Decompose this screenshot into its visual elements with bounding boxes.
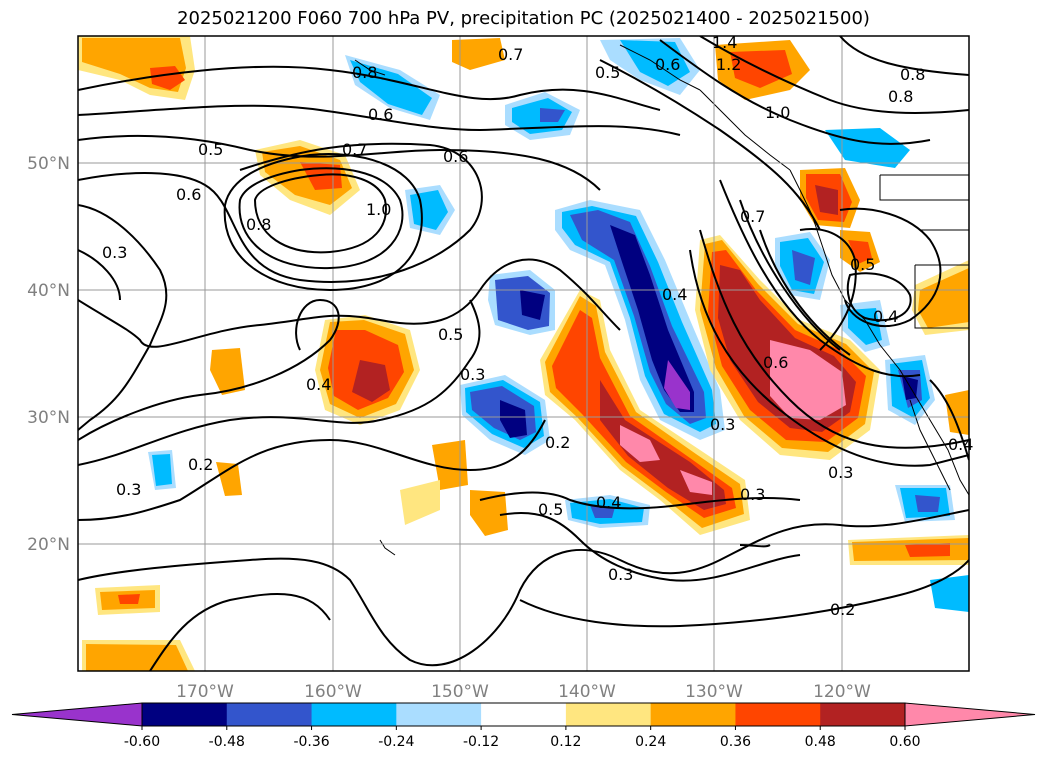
contour-label: 0.2 — [188, 455, 213, 474]
colorbar-swatch — [396, 703, 482, 726]
contour-label: 0.4 — [306, 375, 331, 394]
contour-label: 0.4 — [873, 307, 898, 326]
contour-label: 0.3 — [710, 415, 735, 434]
contour-label: 0.4 — [596, 493, 621, 512]
contour-label: 0.2 — [830, 600, 855, 619]
colorbar-swatch — [650, 703, 736, 726]
contour-label: 0.3 — [460, 365, 485, 384]
contour-label: 0.8 — [246, 215, 271, 234]
lon-tick-label: 160°W — [304, 682, 362, 702]
contour-label: 1.0 — [765, 103, 790, 122]
lat-tick-label: 30°N — [27, 408, 70, 428]
colorbar-swatch — [735, 703, 821, 726]
contour-label: 0.5 — [850, 255, 875, 274]
lat-tick-label: 40°N — [27, 281, 70, 301]
contour-label: 0.7 — [498, 45, 523, 64]
lon-tick-label: 130°W — [685, 682, 743, 702]
colorbar-swatch — [820, 703, 906, 726]
map-title: 2025021200 F060 700 hPa PV, precipitatio… — [177, 8, 870, 29]
contour-label: 0.2 — [545, 433, 570, 452]
lat-tick-label: 20°N — [27, 535, 70, 555]
contour-label: 0.6 — [176, 185, 201, 204]
lon-tick-label: 170°W — [176, 682, 234, 702]
lon-tick-label: 150°W — [431, 682, 489, 702]
colorbar-swatch — [226, 703, 313, 726]
contour-label: 1.0 — [366, 200, 391, 219]
contour-label: 0.8 — [352, 63, 377, 82]
colorbar-extend-low — [11, 702, 143, 727]
contour-label: 1.2 — [716, 55, 741, 74]
contour-label: 0.8 — [888, 87, 913, 106]
contour-label: 1.4 — [712, 33, 737, 52]
contour-label: 0.3 — [740, 485, 765, 504]
contour-label: 0.6 — [443, 147, 468, 166]
colorbar-swatch — [481, 703, 567, 726]
contour-label: 0.6 — [368, 105, 393, 124]
contour-label: 0.7 — [740, 207, 765, 226]
colorbar-tick-label: 0.48 — [805, 734, 836, 750]
colorbar-tick-label: -0.24 — [378, 734, 414, 750]
contour-label: 0.6 — [655, 55, 680, 74]
contour-label: 0.3 — [116, 480, 141, 499]
lat-tick-labels: 50°N 40°N 30°N 20°N — [27, 154, 70, 555]
map-frame — [77, 35, 970, 672]
lon-tick-label: 120°W — [813, 682, 871, 702]
colorbar-extend-high — [904, 702, 1036, 727]
colorbar-tick-label: 0.60 — [889, 734, 920, 750]
colorbar-tick-label: 0.24 — [635, 734, 666, 750]
colorbar-swatch — [565, 703, 652, 726]
contour-label: 0.5 — [198, 140, 223, 159]
contour-label: 0.4 — [948, 435, 973, 454]
contour-label: 0.6 — [763, 353, 788, 372]
colorbar-tick-label: -0.60 — [124, 734, 160, 750]
precip-shading — [78, 36, 969, 671]
contour-label: 0.5 — [438, 325, 463, 344]
contour-label: 0.5 — [538, 500, 563, 519]
contour-label: 0.3 — [828, 463, 853, 482]
colorbar-tick-label: -0.48 — [209, 734, 245, 750]
colorbar-tick-label: -0.12 — [463, 734, 499, 750]
contour-label: 0.4 — [662, 285, 687, 304]
colorbar-tick-label: 0.36 — [720, 734, 751, 750]
colorbar-tick-label: -0.36 — [293, 734, 329, 750]
lon-tick-label: 140°W — [558, 682, 616, 702]
contour-label: 0.3 — [608, 565, 633, 584]
contour-label: 0.5 — [595, 63, 620, 82]
contour-labels: 0.8 0.7 0.5 0.6 1.4 1.2 1.0 0.8 0.8 0.6 … — [102, 33, 973, 619]
lat-tick-label: 50°N — [27, 154, 70, 174]
colorbar-swatch — [142, 703, 228, 726]
colorbar-frame — [141, 702, 906, 727]
contour-label: 0.8 — [900, 65, 925, 84]
contour-label: 0.3 — [102, 243, 127, 262]
colorbar-swatch — [311, 703, 397, 726]
contour-label: 0.7 — [342, 140, 367, 159]
colorbar-tick-label: 0.12 — [550, 734, 581, 750]
lon-tick-labels: 170°W 160°W 150°W 140°W 130°W 120°W — [176, 682, 871, 702]
pv-contours — [78, 36, 969, 671]
colorbar: -0.60 -0.48 -0.36 -0.24 -0.12 0.12 0.24 0.36 0.4… — [11, 702, 1036, 750]
